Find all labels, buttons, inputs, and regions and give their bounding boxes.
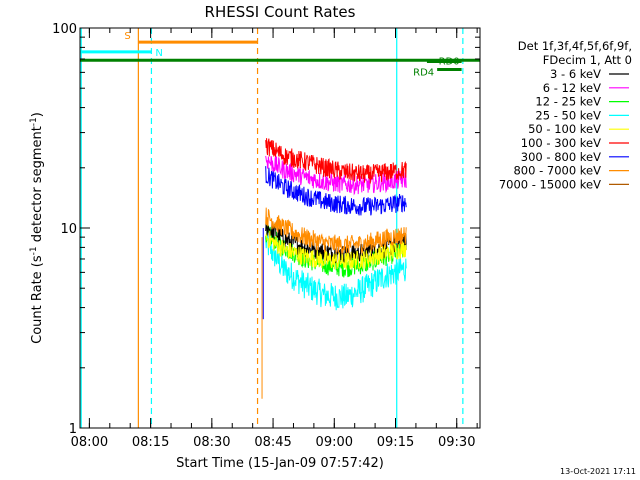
series-line-2 — [265, 155, 407, 196]
x-axis-label: Start Time (15-Jan-09 07:57:42) — [176, 456, 384, 471]
legend-header-decimation: FDecim 1, Att 0 — [543, 53, 632, 67]
chart-title: RHESSI Count Rates — [205, 3, 356, 21]
legend-entry-label: 6 - 12 keV — [543, 81, 601, 95]
legend: Det 1f,3f,4f,5f,6f,9f, FDecim 1, Att 0 3… — [499, 39, 632, 191]
annotation-label: S — [124, 31, 130, 42]
legend-entry-label: 3 - 6 keV — [550, 67, 601, 81]
legend-entry-label: 25 - 50 keV — [535, 108, 601, 122]
series-line-7 — [265, 166, 407, 216]
series-line-6 — [265, 138, 407, 184]
legend-header-detectors: Det 1f,3f,4f,5f,6f,9f, — [518, 39, 632, 53]
legend-entry-label: 12 - 25 keV — [535, 95, 601, 109]
annotation-label: RD4 — [413, 68, 434, 79]
annotation-label: N — [155, 48, 162, 59]
annotation-label: RD0 — [439, 56, 460, 67]
legend-entry-label: 50 - 100 keV — [528, 122, 601, 136]
x-tick-label: 08:00 — [71, 435, 108, 450]
legend-entry-label: 100 - 300 keV — [521, 136, 601, 150]
legend-entry-label: 7000 - 15000 keV — [499, 177, 601, 191]
y-tick-label: 100 — [52, 22, 77, 37]
legend-entry-label: 800 - 7000 keV — [513, 164, 601, 178]
x-tick-label: 08:15 — [132, 435, 169, 450]
x-tick-label: 09:30 — [438, 435, 475, 450]
y-axis: 100 10 1 — [52, 22, 480, 437]
timestamp: 13-Oct-2021 17:11 — [560, 467, 636, 476]
x-axis: 08:00 08:15 08:30 08:45 09:00 09:15 09:30 — [71, 28, 478, 450]
y-tick-label: 10 — [60, 222, 77, 237]
series-line-4 — [265, 230, 407, 311]
x-tick-label: 09:00 — [316, 435, 353, 450]
x-tick-label: 09:15 — [377, 435, 414, 450]
legend-entry-label: 300 - 800 keV — [521, 150, 601, 164]
y-axis-label: Count Rate (s-1 detector segment-1) — [29, 112, 45, 344]
x-tick-label: 08:30 — [193, 435, 230, 450]
series-line-8 — [265, 207, 407, 255]
x-tick-label: 08:45 — [254, 435, 291, 450]
y-tick-label: 1 — [69, 422, 77, 437]
series-line-5 — [265, 230, 407, 270]
